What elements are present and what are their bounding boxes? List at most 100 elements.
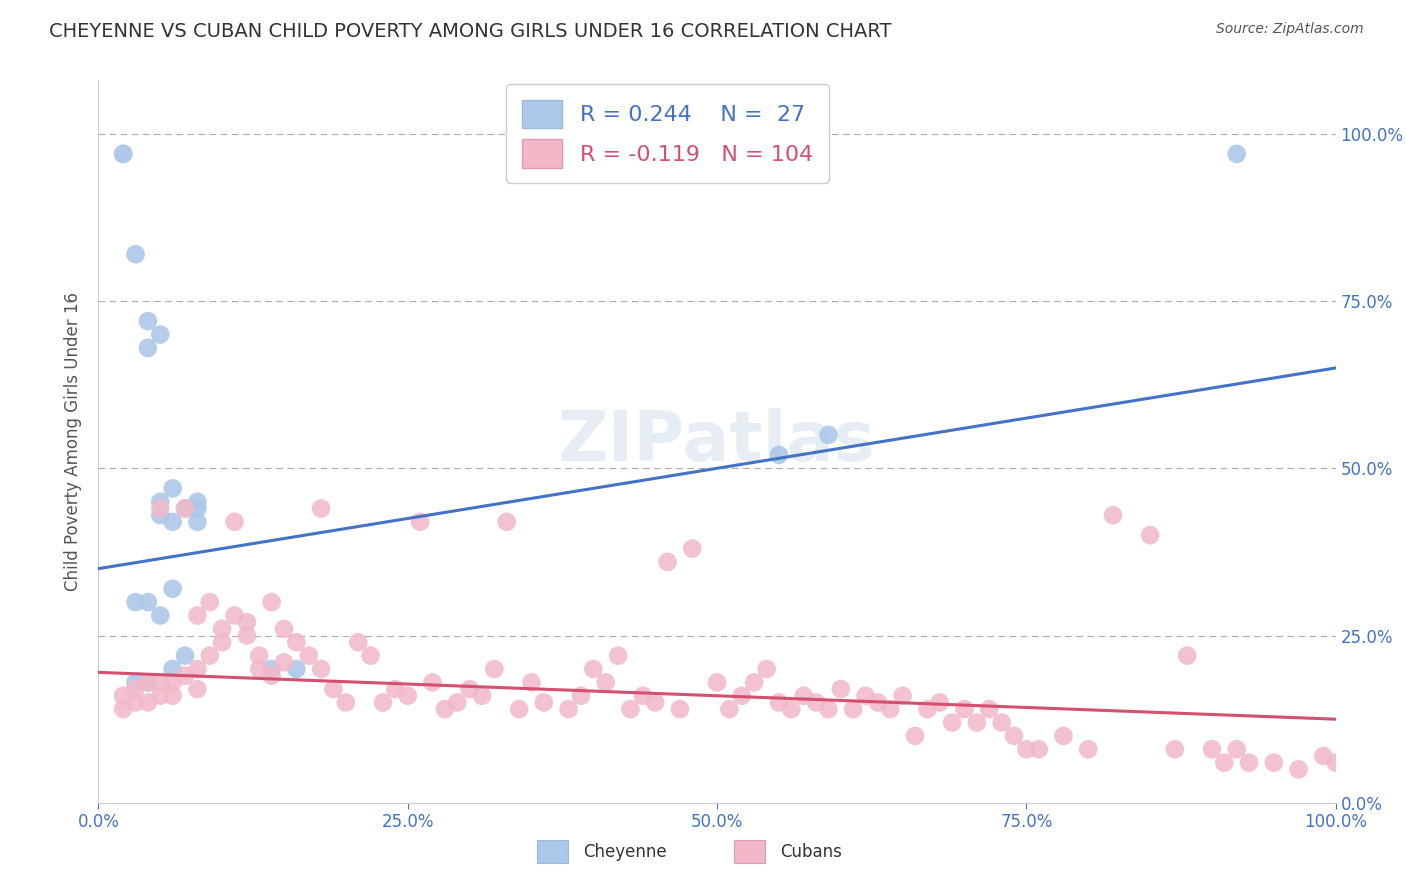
Point	[433, 702, 456, 716]
Point	[631, 689, 654, 703]
Point	[162, 482, 184, 496]
Point	[855, 689, 877, 703]
Text: ZIPatlas: ZIPatlas	[558, 408, 876, 475]
Point	[1164, 742, 1187, 756]
Point	[768, 448, 790, 462]
Point	[1324, 756, 1347, 770]
Y-axis label: Child Poverty Among Girls Under 16: Child Poverty Among Girls Under 16	[65, 292, 83, 591]
Point	[1263, 756, 1285, 770]
Point	[830, 681, 852, 696]
Point	[446, 696, 468, 710]
Point	[879, 702, 901, 716]
Point	[817, 427, 839, 442]
Point	[149, 608, 172, 623]
Point	[371, 696, 394, 710]
Point	[260, 669, 283, 683]
Point	[149, 508, 172, 523]
Point	[347, 635, 370, 649]
Point	[273, 622, 295, 636]
Point	[953, 702, 976, 716]
Point	[149, 689, 172, 703]
Point	[136, 595, 159, 609]
Text: Source: ZipAtlas.com: Source: ZipAtlas.com	[1216, 22, 1364, 37]
Point	[224, 515, 246, 529]
Point	[817, 702, 839, 716]
Point	[211, 622, 233, 636]
Point	[582, 662, 605, 676]
Point	[309, 662, 332, 676]
Point	[941, 715, 963, 730]
Point	[595, 675, 617, 690]
Point	[186, 608, 208, 623]
Point	[891, 689, 914, 703]
Point	[607, 648, 630, 663]
Point	[866, 696, 889, 710]
Point	[1312, 749, 1334, 764]
Point	[298, 648, 321, 663]
Text: CHEYENNE VS CUBAN CHILD POVERTY AMONG GIRLS UNDER 16 CORRELATION CHART: CHEYENNE VS CUBAN CHILD POVERTY AMONG GI…	[49, 22, 891, 41]
Point	[112, 702, 135, 716]
Point	[174, 648, 197, 663]
Point	[520, 675, 543, 690]
Point	[236, 615, 259, 630]
Point	[124, 247, 146, 261]
Point	[495, 515, 517, 529]
Point	[260, 595, 283, 609]
Point	[1175, 648, 1198, 663]
Point	[112, 689, 135, 703]
Point	[322, 681, 344, 696]
Point	[124, 595, 146, 609]
Point	[186, 515, 208, 529]
Point	[186, 501, 208, 516]
Point	[557, 702, 579, 716]
Point	[842, 702, 865, 716]
Point	[162, 689, 184, 703]
Point	[768, 696, 790, 710]
Point	[335, 696, 357, 710]
Point	[174, 501, 197, 516]
Point	[162, 582, 184, 596]
Point	[1139, 528, 1161, 542]
Point	[742, 675, 765, 690]
Point	[174, 501, 197, 516]
Point	[149, 675, 172, 690]
Point	[793, 689, 815, 703]
Point	[681, 541, 703, 556]
Point	[260, 662, 283, 676]
Point	[917, 702, 939, 716]
Point	[174, 669, 197, 683]
Point	[619, 702, 641, 716]
Point	[1288, 762, 1310, 776]
Point	[273, 655, 295, 669]
Point	[718, 702, 741, 716]
Point	[124, 696, 146, 710]
Point	[1237, 756, 1260, 770]
Point	[804, 696, 827, 710]
Point	[186, 681, 208, 696]
Point	[990, 715, 1012, 730]
Point	[484, 662, 506, 676]
Point	[1102, 508, 1125, 523]
Point	[360, 648, 382, 663]
Point	[309, 501, 332, 516]
Point	[112, 147, 135, 161]
Point	[1226, 742, 1249, 756]
Point	[112, 147, 135, 161]
Legend: R = 0.244    N =  27, R = -0.119   N = 104: R = 0.244 N = 27, R = -0.119 N = 104	[506, 84, 828, 184]
Point	[124, 675, 146, 690]
Point	[149, 501, 172, 516]
Point	[780, 702, 803, 716]
Point	[211, 635, 233, 649]
Point	[136, 675, 159, 690]
Point	[149, 327, 172, 342]
Point	[979, 702, 1001, 716]
Point	[384, 681, 406, 696]
Point	[1002, 729, 1025, 743]
Point	[409, 515, 432, 529]
Point	[1028, 742, 1050, 756]
Point	[966, 715, 988, 730]
Point	[247, 648, 270, 663]
Point	[731, 689, 754, 703]
Point	[162, 515, 184, 529]
Point	[1201, 742, 1223, 756]
